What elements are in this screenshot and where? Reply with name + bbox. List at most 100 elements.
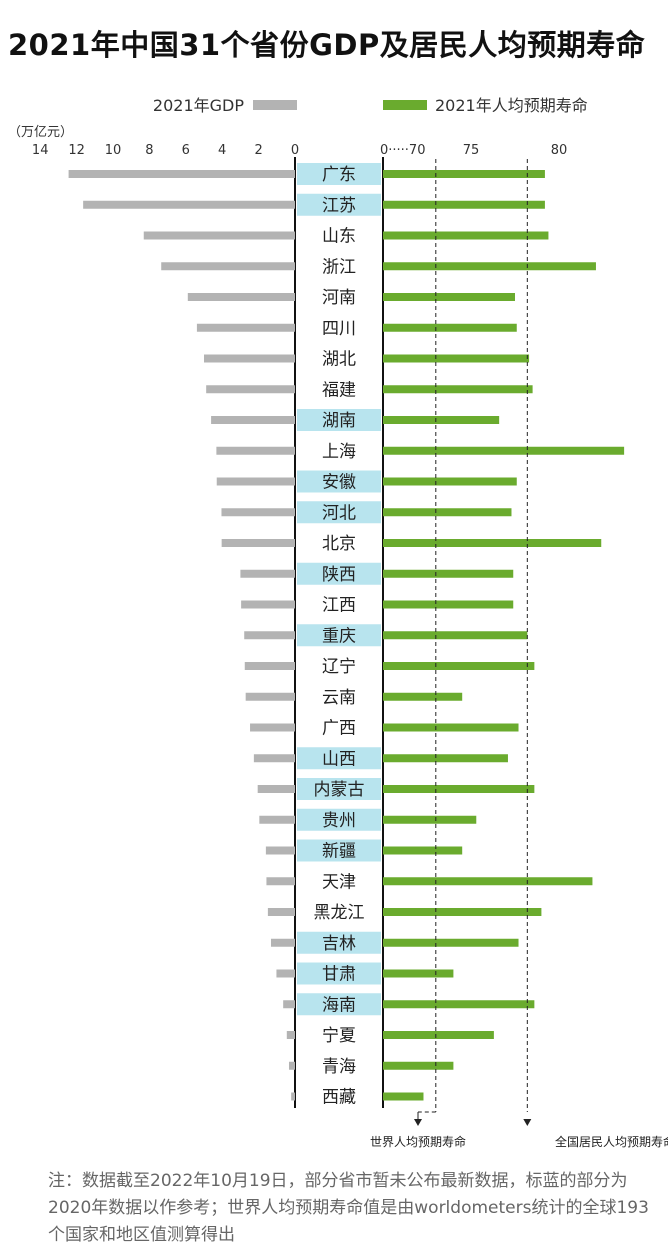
province-highlight [297,839,381,862]
province-highlight [297,409,381,431]
province-label: 河南 [322,288,356,308]
right-edge-mark: （ [660,125,668,140]
life-bar [383,354,530,363]
gdp-tick-label: 0 [291,143,299,158]
gdp-tick-label: 14 [32,143,49,158]
life-bar [383,662,535,670]
province-highlight [297,501,381,524]
province-label: 北京 [322,534,356,554]
life-bar [383,262,596,271]
life-bar [383,754,508,763]
gdp-tick-label: 8 [145,143,153,158]
legend-gdp-label: 2021年GDP [153,96,244,115]
province-label: 甘肃 [322,965,356,985]
province-label: 西藏 [322,1088,356,1108]
chart-canvas: 2021年GDP 2021年人均预期寿命 （万亿元） （ 14 12 10 8 6 4 2 0 0···… [8,96,668,1149]
life-tick-label: 0·····70 [380,143,425,158]
gdp-bar [221,508,295,517]
life-bar [383,1000,535,1009]
life-bar [383,969,454,978]
province-highlight [297,808,381,831]
life-bar [383,1092,424,1101]
gdp-bar [196,323,295,332]
gdp-bar [221,539,295,547]
gdp-bar [283,1000,295,1009]
legend-gdp-swatch [253,100,297,110]
province-label: 山东 [322,227,356,247]
gdp-bar [244,631,295,640]
gdp-bar [276,969,295,978]
life-bar [383,569,514,578]
footnote: 注：数据截至2022年10月19日，部分省市暂未公布最新数据，标蓝的部分为 20… [48,1168,666,1249]
gdp-bar [250,723,295,732]
gdp-unit-label: （万亿元） [8,125,73,140]
province-label: 江苏 [322,196,356,216]
province-label: 黑龙江 [314,903,365,923]
province-label: 上海 [322,442,356,462]
gdp-bar [270,938,295,947]
gdp-bar [241,600,295,609]
gdp-bar [83,200,295,209]
life-bar [383,385,533,394]
gdp-tick-label: 4 [218,143,226,158]
life-bar [383,323,517,332]
province-label: 湖北 [322,350,356,370]
province-highlight [297,624,381,647]
life-bar [383,539,602,547]
chart-title: 2021年中国31个省份GDP及居民人均预期寿命 [8,28,646,62]
province-highlight [297,747,381,770]
life-tick-label: 80 [551,143,568,158]
gdp-bar [291,1092,295,1101]
province-label: 四川 [322,319,356,339]
gdp-tick-label: 6 [182,143,190,158]
province-label: 陕西 [322,565,356,585]
life-bar [383,938,519,947]
province-label: 重庆 [322,626,356,646]
life-bar [383,446,625,455]
province-label: 辽宁 [322,657,356,677]
life-bar [383,785,535,793]
province-label: 浙江 [322,257,356,277]
gdp-bar [187,293,295,301]
reference-label: 世界人均预期寿命 [370,1134,466,1149]
gdp-bar [240,569,295,578]
reference-label: 全国居民人均预期寿命 [555,1134,668,1149]
province-label: 江西 [322,596,356,616]
gdp-bar [244,662,295,670]
province-label: 安徽 [322,473,356,493]
gdp-bar [266,877,295,886]
province-label: 天津 [322,872,356,892]
life-bar [383,600,514,609]
life-bar [383,877,593,886]
life-bar [383,846,463,855]
gdp-tick-label: 10 [105,143,122,158]
province-label: 湖南 [322,411,356,431]
gdp-bar [216,477,295,486]
province-label: 新疆 [322,842,356,862]
reference-arrow [414,1119,422,1126]
life-bar [383,477,517,486]
life-bar [383,631,528,640]
province-label: 广西 [322,719,356,739]
province-highlight [297,962,381,985]
province-label: 广东 [322,165,356,185]
gdp-tick-label: 12 [68,143,85,158]
legend-life-label: 2021年人均预期寿命 [435,96,588,115]
reference-arrow [523,1119,532,1126]
life-bar [383,231,549,240]
province-label: 青海 [322,1057,356,1077]
gdp-bar [206,385,295,394]
footnote-line: 2020年数据以作参考；世界人均预期寿命值是由worldometers统计的全球… [48,1198,649,1218]
province-label: 云南 [322,688,356,708]
province-highlight [297,993,381,1016]
life-bar [383,1031,494,1039]
life-bar [383,416,500,424]
life-bar [383,692,463,701]
legend-life-swatch [383,100,427,110]
province-highlight [297,163,381,185]
footnote-line: 注：数据截至2022年10月19日，部分省市暂未公布最新数据，标蓝的部分为 [48,1171,628,1191]
gdp-tick-label: 2 [254,143,262,158]
gdp-bar [286,1031,295,1039]
province-label: 贵州 [322,811,356,831]
life-bar [383,1061,454,1070]
